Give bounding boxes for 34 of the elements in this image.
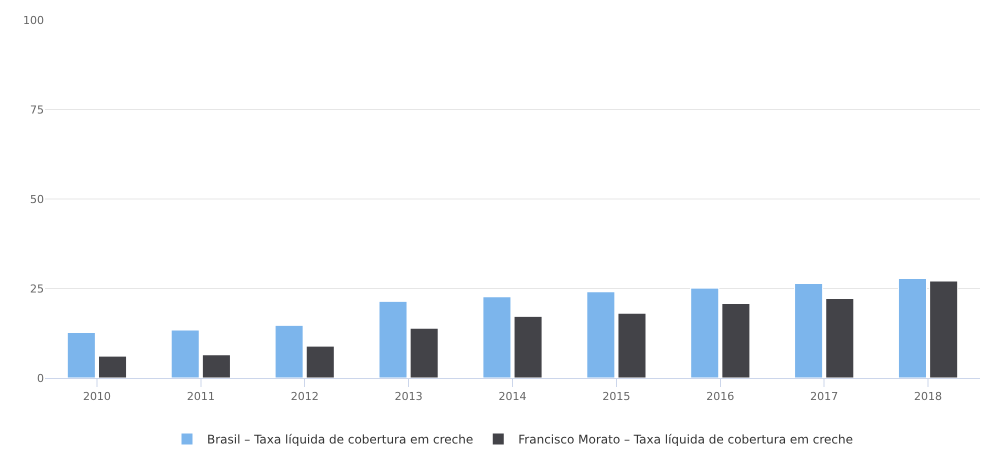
x-tick-label: 2014 (498, 390, 526, 404)
bar (690, 288, 720, 378)
bar (66, 332, 96, 378)
bar (410, 328, 439, 378)
legend-label: Brasil – Taxa líquida de cobertura em creche (207, 432, 474, 447)
x-tick-label: 2011 (186, 390, 215, 404)
bar (482, 296, 512, 378)
y-tick-label: 25 (30, 282, 44, 296)
y-tick-label: 100 (23, 14, 44, 27)
x-tick-label: 2013 (394, 390, 423, 404)
bar (586, 291, 616, 378)
x-tick-label: 2016 (706, 390, 734, 404)
bar (98, 356, 128, 378)
y-tick-label: 0 (37, 372, 44, 385)
x-tick-label: 2018 (914, 390, 942, 404)
bar (825, 298, 854, 378)
x-tick-label: 2010 (82, 390, 111, 404)
bar (306, 346, 335, 378)
bar (378, 300, 408, 378)
x-tick-label: 2015 (602, 390, 630, 404)
bar (898, 278, 927, 378)
bar (794, 282, 824, 378)
bar (274, 324, 304, 378)
bar (170, 330, 200, 378)
bar (202, 354, 231, 378)
bar (514, 316, 543, 378)
bar (929, 280, 958, 378)
y-tick-label: 50 (30, 192, 44, 206)
y-tick-label: 75 (30, 103, 44, 116)
bar (721, 303, 750, 378)
legend-label: Francisco Morato – Taxa líquida de cobertura em creche (518, 432, 853, 447)
x-tick-label: 2012 (290, 390, 319, 404)
bar (617, 312, 646, 378)
x-tick-label: 2017 (810, 390, 838, 404)
